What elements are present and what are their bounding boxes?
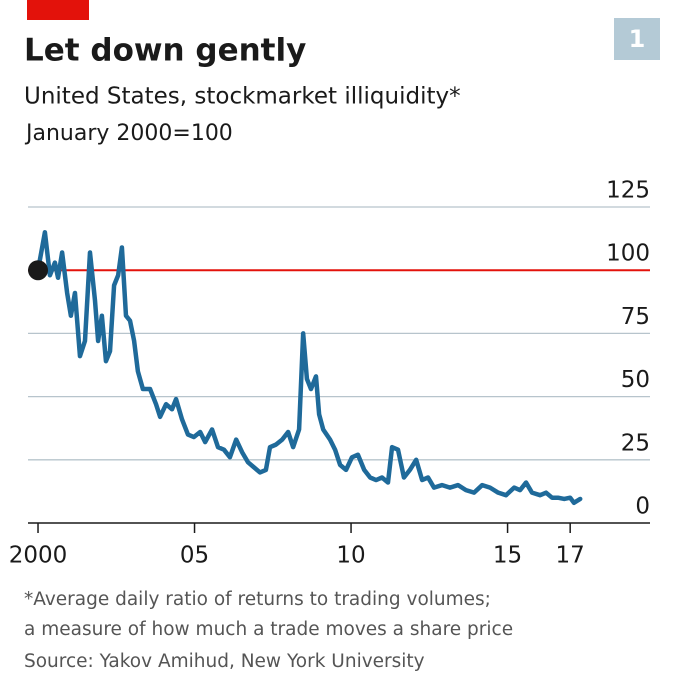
y-tick-label: 25 — [621, 430, 650, 456]
y-tick-label: 75 — [621, 304, 650, 330]
chart-number-box — [614, 18, 660, 60]
series-line — [35, 230, 583, 506]
y-axis-label: January 2000=100 — [24, 121, 233, 146]
brand-bar — [27, 0, 89, 20]
x-tick-label: 15 — [493, 543, 522, 569]
x-tick-label: 17 — [556, 543, 585, 569]
x-tick-label: 05 — [180, 543, 209, 569]
chart-number: 1 — [629, 25, 646, 53]
start-dot — [28, 260, 49, 281]
y-tick-label: 50 — [621, 367, 650, 393]
x-tick-label: 10 — [336, 543, 365, 569]
y-tick-label: 0 — [635, 494, 650, 520]
chart-title: Let down gently — [24, 33, 306, 69]
y-tick-label: 100 — [606, 241, 650, 267]
source: Source: Yakov Amihud, New York Universit… — [24, 651, 425, 672]
chart-subtitle: United States, stockmarket illiquidity* — [24, 84, 461, 110]
footnote: a measure of how much a trade moves a sh… — [24, 619, 513, 640]
footnote: *Average daily ratio of returns to tradi… — [24, 589, 491, 610]
x-tick-label: 2000 — [9, 543, 68, 569]
y-tick-label: 125 — [606, 178, 650, 204]
